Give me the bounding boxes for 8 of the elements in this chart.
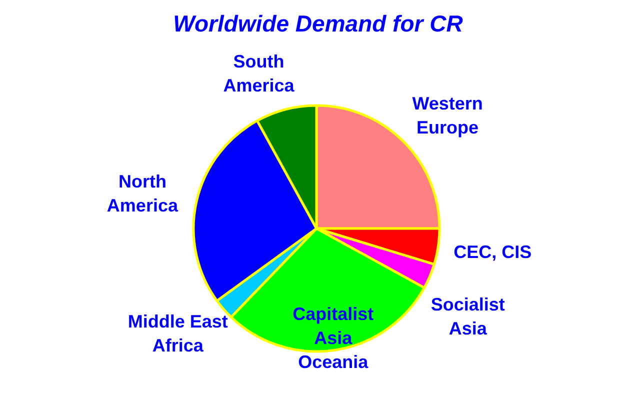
slice-label: North America (106, 172, 179, 216)
slice-label: Socialist Asia (430, 294, 505, 339)
slice-label: CEC, CIS (454, 242, 532, 262)
slice-label: South America (223, 52, 296, 96)
chart-title: Worldwide Demand for CR (173, 10, 464, 36)
slice-label: Middle East Africa (128, 311, 228, 356)
slice-label: Capitalist Asia Oceania (292, 304, 374, 372)
slice-label: Western Europe (412, 93, 483, 138)
